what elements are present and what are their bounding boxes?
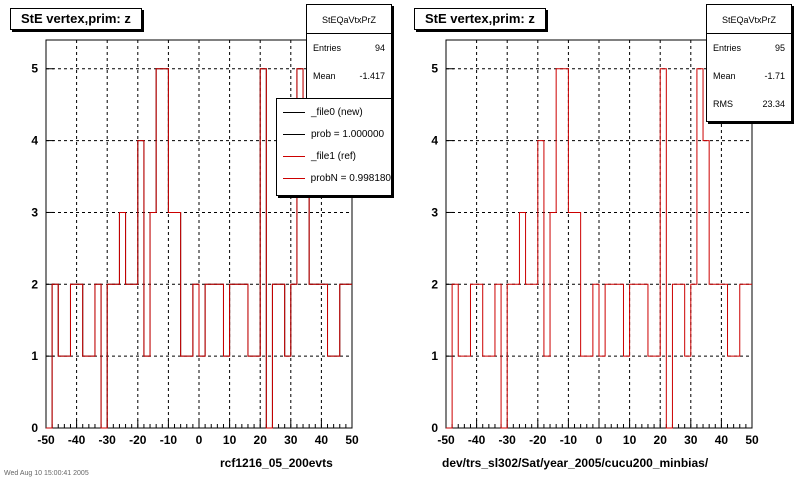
chart-title: StE vertex,prim: z — [10, 8, 142, 30]
legend-swatch — [283, 111, 305, 113]
histogram-series — [446, 68, 752, 429]
legend-entry: probN = 0.998180 — [277, 167, 391, 189]
stats-value: 94 — [374, 43, 385, 53]
x-tick-label: -50 — [437, 433, 455, 447]
legend-swatch — [283, 177, 305, 179]
x-tick-label: -30 — [499, 433, 517, 447]
stats-label: Mean — [313, 71, 336, 81]
x-tick-label: -50 — [37, 433, 55, 447]
x-tick-label: 20 — [654, 433, 668, 447]
x-tick-label: 50 — [345, 433, 359, 447]
stats-label: Mean — [713, 71, 736, 81]
x-tick-label: 40 — [715, 433, 729, 447]
chart-title: StE vertex,prim: z — [414, 8, 546, 30]
stats-row-entries: Entries 95 — [707, 34, 791, 62]
panel-right: -50 -40 -30 -20 -10 0 10 20 30 40 50 0 1 2 3 4 5 — [431, 39, 759, 447]
y-tick-label: 5 — [31, 62, 38, 76]
x-tick-label: 20 — [254, 433, 268, 447]
legend-entry: _file0 (new) — [277, 101, 391, 123]
x-tick-label: -10 — [160, 433, 178, 447]
y-tick-label: 4 — [431, 134, 438, 148]
stats-value: -1.71 — [764, 71, 785, 81]
stats-box: StEQaVtxPrZ Entries 94 Mean -1.417 — [306, 4, 392, 100]
x-tick-label: -30 — [99, 433, 117, 447]
y-tick-label: 0 — [31, 421, 38, 435]
legend-label: _file1 (ref) — [311, 150, 357, 162]
x-tick-label: -10 — [560, 433, 578, 447]
legend: _file0 (new) prob = 1.000000 _file1 (ref… — [276, 98, 392, 196]
y-tick-label: 3 — [431, 205, 438, 219]
stats-value: 23.34 — [762, 99, 785, 109]
stats-label: RMS — [713, 99, 733, 109]
legend-label: prob = 1.000000 — [311, 128, 385, 140]
legend-label: _file0 (new) — [311, 106, 363, 118]
x-tick-label: -20 — [129, 433, 147, 447]
stats-box: StEQaVtxPrZ Entries 95 Mean -1.71 RMS 23… — [706, 4, 792, 122]
x-tick-label: 0 — [596, 433, 603, 447]
x-tick-label: 40 — [315, 433, 329, 447]
stats-row-entries: Entries 94 — [307, 34, 391, 62]
x-tick-label: 0 — [196, 433, 203, 447]
legend-swatch — [283, 155, 305, 157]
x-tick-label: 30 — [684, 433, 698, 447]
y-tick-label: 1 — [31, 349, 38, 363]
y-tick-label: 2 — [31, 277, 38, 291]
x-tick-label: -40 — [468, 433, 486, 447]
legend-swatch — [283, 133, 305, 135]
legend-entry: prob = 1.000000 — [277, 123, 391, 145]
stats-label: Entries — [713, 43, 742, 53]
y-tick-label: 3 — [31, 205, 38, 219]
y-tick-label: 0 — [431, 421, 438, 435]
x-tick-label: 50 — [745, 433, 759, 447]
x-tick-label: 10 — [223, 433, 237, 447]
y-tick-label: 2 — [431, 277, 438, 291]
x-axis-title: rcf1216_05_200evts — [220, 456, 333, 470]
y-tick-label: 1 — [431, 349, 438, 363]
stats-row-mean: Mean -1.417 — [307, 62, 391, 90]
stats-row-mean: Mean -1.71 — [707, 62, 791, 90]
legend-entry: _file1 (ref) — [277, 145, 391, 167]
x-tick-label: -40 — [68, 433, 86, 447]
x-tick-label: 10 — [623, 433, 637, 447]
stats-title: StEQaVtxPrZ — [707, 5, 791, 34]
y-tick-label: 5 — [431, 62, 438, 76]
stats-row-rms: RMS 23.34 — [707, 90, 791, 118]
stats-title: StEQaVtxPrZ — [307, 5, 391, 34]
stats-value: 95 — [774, 43, 785, 53]
x-axis-title: dev/trs_sl302/Sat/year_2005/cucu200_minb… — [442, 456, 709, 470]
x-tick-label: -20 — [529, 433, 547, 447]
stats-label: Entries — [313, 43, 342, 53]
legend-label: probN = 0.998180 — [310, 172, 391, 184]
x-tick-label: 30 — [284, 433, 298, 447]
y-tick-label: 4 — [31, 134, 38, 148]
timestamp-footer: Wed Aug 10 15:00:41 2005 — [4, 470, 89, 477]
stats-value: -1.417 — [359, 71, 385, 81]
